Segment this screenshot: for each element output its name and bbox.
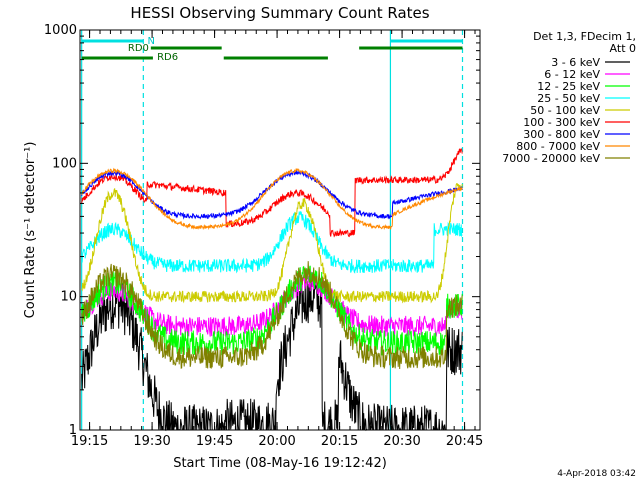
legend-label: 6 - 12 keV [544, 68, 600, 81]
series-line-3 [81, 210, 463, 274]
y-tick-label: 1000 [44, 23, 77, 38]
series-line-2 [81, 265, 463, 356]
series-line-4 [81, 183, 463, 304]
annotation-rd6: RD6 [157, 52, 178, 63]
series-line-7 [81, 167, 463, 231]
legend-label: 300 - 800 keV [523, 128, 600, 141]
annotation-n: N [148, 36, 155, 47]
y-axis-label: Count Rate (s⁻¹ detector⁻¹) [23, 142, 38, 319]
legend-header-line-2: Att 0 [610, 42, 636, 55]
series-line-8 [81, 261, 463, 370]
x-axis-label: Start Time (08-May-16 19:12:42) [173, 456, 387, 471]
legend-label: 25 - 50 keV [537, 92, 600, 105]
x-tick-label: 19:30 [133, 434, 170, 449]
series-line-0 [81, 272, 463, 432]
plot-frame [79, 29, 481, 431]
x-tick-label: 20:45 [446, 434, 483, 449]
y-tick-label: 100 [52, 156, 77, 171]
legend-label: 12 - 25 keV [537, 80, 600, 93]
x-tick-label: 20:30 [383, 434, 420, 449]
annotation-rd0: RD0 [128, 43, 149, 54]
legend-label: 7000 - 20000 keV [502, 152, 600, 165]
timestamp-label: 4-Apr-2018 03:42 [557, 469, 636, 479]
x-tick-label: 19:45 [196, 434, 233, 449]
y-tick-label: 1 [69, 423, 77, 438]
x-tick-label: 19:15 [71, 434, 108, 449]
x-tick-label: 20:00 [258, 434, 295, 449]
chart-title: HESSI Observing Summary Count Rates [130, 4, 429, 22]
y-tick-label: 10 [60, 290, 77, 305]
legend-label: 3 - 6 keV [551, 56, 600, 69]
legend-label: 100 - 300 keV [523, 116, 600, 129]
x-tick-label: 20:15 [321, 434, 358, 449]
legend-header-line-1: Det 1,3, FDecim 1, [533, 30, 636, 43]
legend-label: 800 - 7000 keV [516, 140, 600, 153]
series-line-5 [81, 148, 463, 238]
legend-label: 50 - 100 keV [530, 104, 600, 117]
